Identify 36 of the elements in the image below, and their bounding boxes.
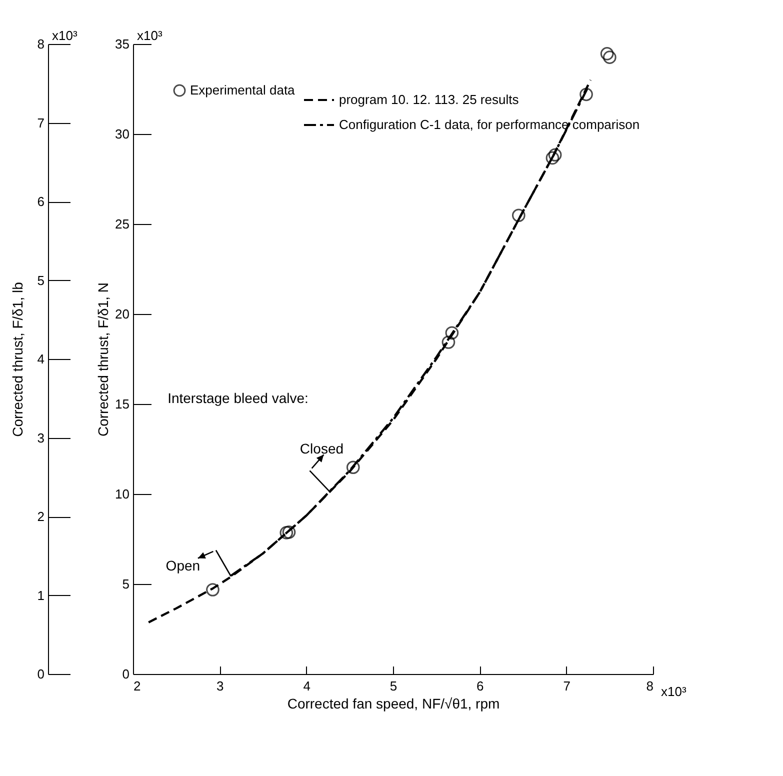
y-tick-label: 25	[115, 216, 130, 232]
y-tick-label: 20	[115, 306, 130, 322]
annotation: Closed	[300, 440, 344, 457]
y-axis-title: Corrected thrust, F/δ1, N	[95, 282, 112, 437]
x-tick-label: 7	[563, 678, 570, 694]
y-tick-label: 10	[115, 486, 130, 502]
text: x10³	[137, 28, 163, 43]
text: x10³	[52, 28, 78, 43]
x-tick-label: 6	[476, 678, 484, 694]
y-tick-label: 5	[122, 576, 130, 592]
y-tick-label: 0	[122, 666, 130, 682]
y2-tick-label: 7	[37, 115, 44, 130]
legend-label: Experimental data	[190, 82, 296, 98]
x-tick-label: 4	[303, 678, 310, 694]
annotation: Open	[166, 557, 200, 574]
y-tick-label: 30	[115, 126, 130, 142]
annotation: Interstage bleed valve:	[168, 390, 308, 406]
legend-label: Configuration C-1 data, for performance comparison	[339, 117, 640, 132]
x-tick-label: 2	[134, 678, 141, 694]
y2-axis-title: Corrected thrust, F/δ1, lb	[9, 282, 26, 437]
legend-label: program 10. 12. 113. 25 results	[339, 92, 520, 107]
y2-tick-label: 0	[37, 666, 44, 682]
y2-tick-label: 5	[37, 272, 44, 288]
y2-tick-label: 1	[37, 588, 44, 603]
x-axis-title: Corrected fan speed, NF/√θ1, rpm	[287, 696, 500, 712]
y2-tick-label: 6	[37, 194, 44, 209]
y2-tick-label: 4	[37, 352, 44, 366]
y2-tick-label: 2	[37, 509, 44, 524]
x-tick-label: 3	[216, 678, 224, 694]
text: x10³	[661, 684, 687, 699]
y2-tick-label: 3	[37, 430, 44, 446]
x-tick-label: 5	[390, 678, 398, 694]
y2-tick-label: 8	[37, 36, 44, 52]
y-tick-label: 35	[115, 36, 130, 52]
x-tick-label: 8	[646, 678, 654, 694]
y-tick-label: 15	[115, 396, 130, 412]
